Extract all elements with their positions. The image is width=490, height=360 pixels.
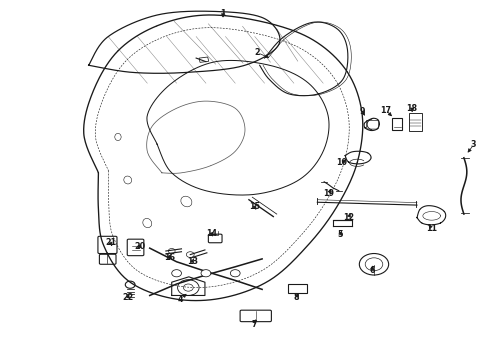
- Bar: [409, 113, 422, 131]
- Text: 8: 8: [294, 293, 299, 302]
- Text: 4: 4: [178, 294, 183, 303]
- Text: 14: 14: [206, 229, 217, 238]
- Text: 10: 10: [336, 158, 347, 167]
- Text: 22: 22: [122, 293, 133, 302]
- Text: 6: 6: [369, 266, 375, 275]
- Text: 15: 15: [249, 202, 260, 211]
- Text: 1: 1: [220, 9, 226, 18]
- Text: 3: 3: [471, 140, 476, 149]
- Text: 9: 9: [360, 107, 365, 116]
- Text: 19: 19: [323, 189, 335, 198]
- Text: 16: 16: [164, 253, 175, 262]
- Bar: [392, 118, 402, 130]
- Circle shape: [172, 270, 181, 277]
- Text: 7: 7: [251, 320, 257, 329]
- Text: 5: 5: [338, 230, 343, 239]
- Text: 21: 21: [105, 238, 116, 247]
- Circle shape: [230, 270, 240, 277]
- Circle shape: [201, 270, 211, 277]
- Text: 11: 11: [426, 224, 437, 233]
- Text: 20: 20: [134, 242, 146, 251]
- Text: 12: 12: [343, 213, 354, 222]
- Text: 2: 2: [254, 48, 260, 57]
- Text: 18: 18: [407, 104, 417, 113]
- Text: 13: 13: [187, 257, 198, 266]
- Text: 17: 17: [380, 105, 391, 114]
- Bar: [288, 284, 307, 293]
- Bar: [199, 57, 209, 62]
